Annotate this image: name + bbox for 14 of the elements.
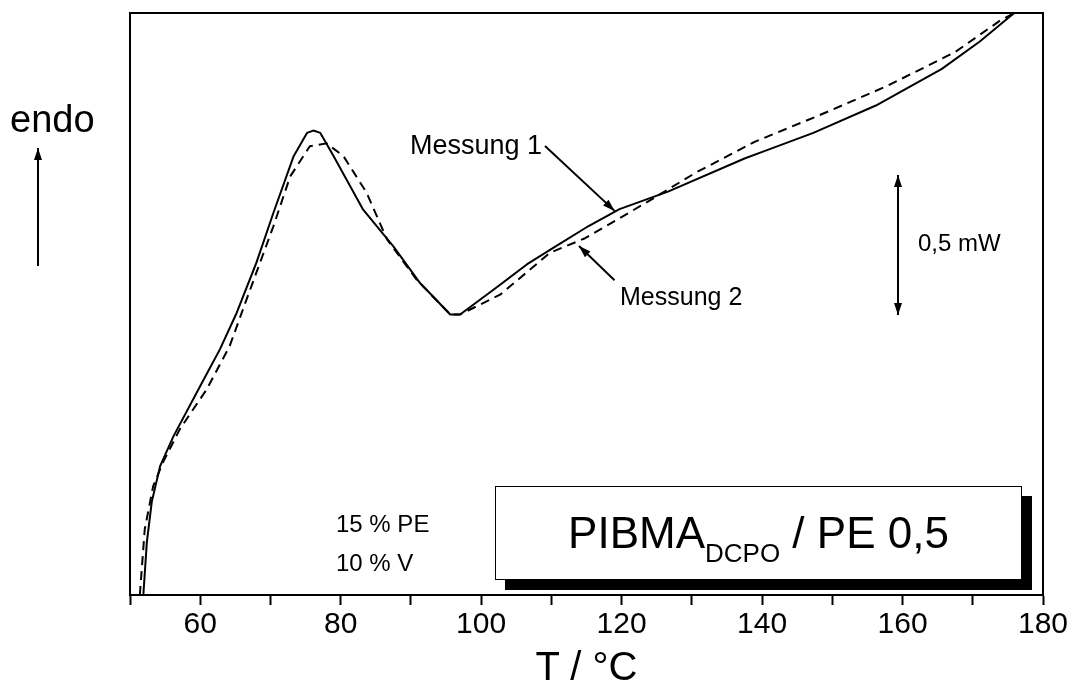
x-tick-label: 160 [877, 606, 928, 640]
x-tick-label: 180 [1017, 606, 1069, 640]
annotation: 0,5 mW [918, 229, 1001, 256]
y-axis-title: endo [10, 98, 95, 140]
annotation: 10 % V [336, 549, 414, 576]
annotation: Messung 1 [410, 130, 543, 160]
annotation: Messung 2 [620, 282, 743, 310]
x-tick-label: 60 [183, 606, 217, 640]
annotation: 15 % PE [336, 510, 430, 537]
x-tick-label: 140 [737, 606, 788, 640]
x-tick-label: 120 [596, 606, 647, 640]
x-tick-label: 100 [456, 606, 507, 640]
x-tick-label: 80 [324, 606, 358, 640]
x-axis-title: T / °C [535, 644, 638, 689]
